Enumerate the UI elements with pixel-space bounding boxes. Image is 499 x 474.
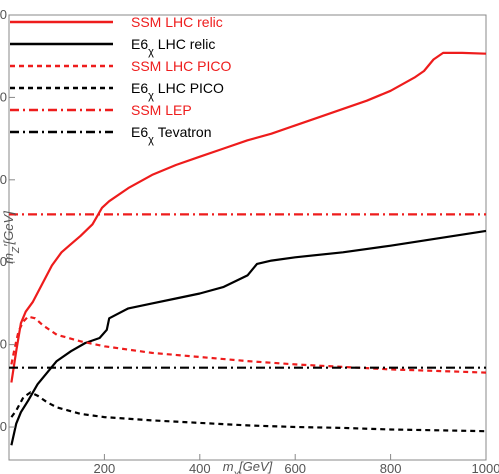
y-tick-label-5: 3000 (0, 7, 7, 22)
legend-label-0: SSM LHC relic (131, 14, 223, 30)
series-line-1 (10, 229, 487, 446)
x-tick-label-3: 800 (380, 461, 402, 474)
x-tick-label-1: 400 (189, 461, 211, 474)
series-line-2 (10, 315, 487, 374)
series-layer (9, 51, 487, 446)
plot-border (8, 14, 487, 461)
x-axis-label: mχ[GeV] (223, 459, 273, 474)
x-tick-label-0: 200 (94, 461, 116, 474)
x-tick-label-4: 1000 (472, 461, 499, 474)
y-tick-label-3: 2000 (0, 172, 7, 187)
y-tick-label-1: 1000 (0, 337, 7, 352)
legend-label-2: SSM LHC PICO (131, 58, 231, 74)
y-tick-label-2: 1500 (0, 254, 7, 269)
y-axis-label: mZ′[GeV] (1, 211, 22, 264)
legend-label-5: E6χ Tevatron (131, 124, 212, 146)
legend-label-3: E6χ LHC PICO (131, 80, 224, 102)
plot-frame (8, 14, 487, 461)
series-line-0 (10, 51, 487, 383)
y-tick-label-4: 2500 (0, 89, 7, 104)
series-line-3 (10, 391, 487, 433)
legend-label-1: E6χ LHC relic (131, 36, 215, 58)
legend-label-4: SSM LEP (131, 102, 192, 118)
x-tick-label-2: 600 (284, 461, 306, 474)
y-tick-label-0: 500 (0, 419, 7, 434)
ticks-layer: 200 400 600 800 1000 500 1000 1500 2000 2500 3000 (0, 7, 499, 474)
